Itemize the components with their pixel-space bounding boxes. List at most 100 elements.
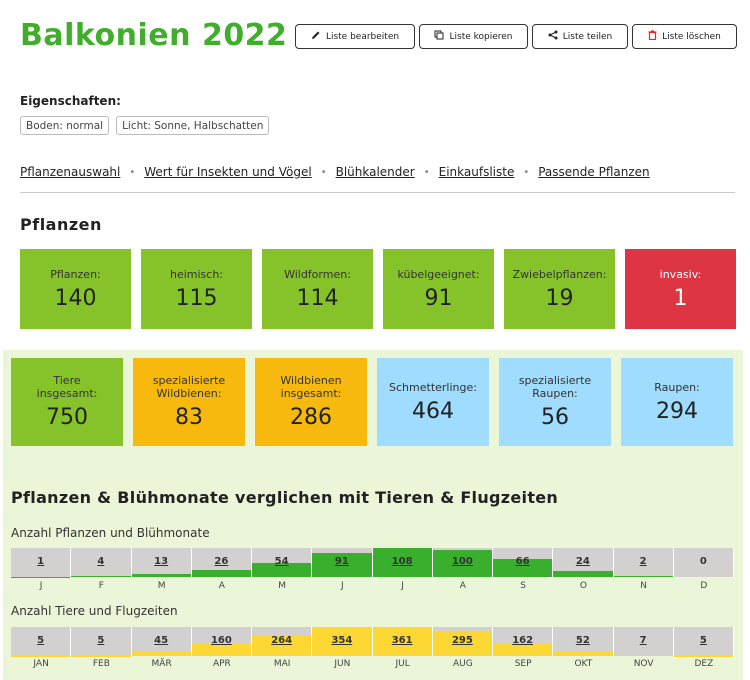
animals-bar[interactable]: 52	[553, 627, 614, 656]
animals-bar-value[interactable]: 5	[699, 635, 707, 646]
plants-bar-value[interactable]: 91	[334, 556, 349, 567]
animals-bar-value[interactable]: 264	[271, 635, 293, 646]
animals-bar[interactable]: 45	[131, 627, 192, 656]
share-list-label: Liste teilen	[562, 31, 613, 42]
light-chip: Licht: Sonne, Halbschatten	[116, 116, 270, 135]
container-suitable-tile[interactable]: kübelgeeignet: 91	[383, 249, 494, 329]
animals-month-label: SEP	[514, 659, 532, 669]
plants-bar[interactable]: 13	[131, 548, 192, 577]
plants-bar[interactable]: 108	[372, 548, 433, 577]
nav-link-value-insects-birds[interactable]: Wert für Insekten und Vögel	[144, 165, 312, 179]
native-tile[interactable]: heimisch: 115	[141, 249, 252, 329]
plants-bar-fill	[71, 575, 131, 577]
animals-bar[interactable]: 295	[432, 627, 493, 656]
nav-separator: •	[523, 166, 530, 178]
plants-month-label: M	[278, 581, 286, 591]
tile-label: Pflanzen:	[50, 267, 101, 281]
plants-bar[interactable]: 0	[673, 548, 734, 577]
animals-month-label: DEZ	[694, 659, 714, 669]
tile-value: 750	[46, 405, 88, 430]
copy-list-button[interactable]: Liste kopieren	[419, 24, 528, 49]
plants-bar[interactable]: 24	[553, 548, 614, 577]
delete-list-button[interactable]: Liste löschen	[632, 24, 737, 49]
edit-list-label: Liste bearbeiten	[325, 31, 400, 42]
bulb-plants-tile[interactable]: Zwiebelpflanzen: 19	[504, 249, 615, 329]
plants-total-tile[interactable]: Pflanzen: 140	[20, 249, 131, 329]
animals-bar[interactable]: 5	[11, 627, 72, 656]
animals-bar-value[interactable]: 162	[512, 635, 534, 646]
invasive-tile[interactable]: invasiv: 1	[625, 249, 736, 329]
plants-bar-value[interactable]: 24	[575, 556, 590, 567]
plants-bar-value[interactable]: 100	[451, 556, 473, 567]
copy-icon	[434, 30, 444, 43]
share-list-button[interactable]: Liste teilen	[532, 24, 628, 49]
plants-bar-value[interactable]: 13	[154, 556, 169, 567]
wild-bees-total-tile[interactable]: Wildbienen insgesamt: 286	[255, 358, 367, 446]
animals-bar-value[interactable]: 5	[37, 635, 45, 646]
animals-bar[interactable]: 354	[312, 627, 373, 656]
plants-month-label: J	[39, 581, 43, 591]
plants-bar[interactable]: 1	[11, 548, 72, 577]
animals-bar-value[interactable]: 295	[451, 635, 473, 646]
animals-month-label: MÄR	[151, 659, 172, 669]
animals-flight-bars: 5 5 45 160 264 354 361 295 162 52 7 5	[11, 627, 734, 656]
tile-label: kübelgeeignet:	[397, 267, 480, 281]
plants-bloom-bars: 1 4 13 26 54 91 108 100 66 24 2 0	[11, 548, 734, 577]
animals-bar[interactable]: 5	[71, 627, 132, 656]
plants-bar[interactable]: 54	[252, 548, 313, 577]
delete-list-label: Liste löschen	[662, 31, 721, 42]
animals-bar[interactable]: 7	[613, 627, 674, 656]
animals-total-tile[interactable]: Tiere insgesamt: 750	[11, 358, 123, 446]
animals-bar-value[interactable]: 361	[391, 635, 413, 646]
animals-bar-value[interactable]: 52	[575, 635, 590, 646]
plants-bar-value[interactable]: 108	[391, 556, 413, 567]
animals-bar-value[interactable]: 45	[154, 635, 169, 646]
animals-bar[interactable]: 264	[252, 627, 313, 656]
plants-bar-fill	[493, 559, 553, 577]
tile-label: Zwiebelpflanzen:	[512, 267, 607, 281]
tile-label: Wildformen:	[284, 267, 351, 281]
plants-bar[interactable]: 26	[191, 548, 252, 577]
plants-bar[interactable]: 4	[71, 548, 132, 577]
plants-bar-value[interactable]: 26	[214, 556, 229, 567]
plants-bar-value[interactable]: 1	[37, 556, 45, 567]
plants-bar-value[interactable]: 2	[639, 556, 647, 567]
animals-month-label: NOV	[633, 659, 654, 669]
plants-bar-value[interactable]: 54	[274, 556, 289, 567]
nav-link-shopping-list[interactable]: Einkaufsliste	[438, 165, 515, 179]
specialized-wild-bees-tile[interactable]: spezialisierte Wildbienen: 83	[133, 358, 245, 446]
animals-bar-value[interactable]: 354	[331, 635, 353, 646]
animals-month-labels: JAN FEB MÄR APR MAI JUN JUL AUG SEP OKT NOV DEZ	[11, 659, 734, 669]
animals-bar-value[interactable]: 7	[639, 635, 647, 646]
nav-link-plant-selection[interactable]: Pflanzenauswahl	[20, 165, 121, 179]
animals-bar-value[interactable]: 5	[97, 635, 105, 646]
animals-month-label: OKT	[574, 659, 593, 669]
plants-month-label: S	[520, 581, 526, 591]
plants-bar[interactable]: 100	[432, 548, 493, 577]
plants-bar[interactable]: 2	[613, 548, 674, 577]
plants-bar[interactable]: 66	[493, 548, 554, 577]
nav-link-bloom-calendar[interactable]: Blühkalender	[335, 165, 415, 179]
animals-bar-fill	[613, 655, 673, 656]
animals-bar-fill	[372, 627, 432, 656]
animals-bar-value[interactable]: 160	[210, 635, 232, 646]
nav-link-matching-plants[interactable]: Passende Pflanzen	[538, 165, 650, 179]
animals-bar[interactable]: 5	[673, 627, 734, 656]
animals-month-label: FEB	[92, 659, 110, 669]
specialized-caterpillars-tile[interactable]: spezialisierte Raupen: 56	[499, 358, 611, 446]
caterpillars-tile[interactable]: Raupen: 294	[621, 358, 733, 446]
section-nav: Pflanzenauswahl • Wert für Insekten und …	[20, 165, 650, 179]
animals-bar[interactable]: 162	[493, 627, 554, 656]
edit-list-button[interactable]: Liste bearbeiten	[295, 24, 415, 49]
plants-bar-value[interactable]: 4	[97, 556, 105, 567]
animals-bar[interactable]: 361	[372, 627, 433, 656]
plants-bar-value[interactable]: 66	[515, 556, 530, 567]
plants-bar-fill	[312, 552, 372, 577]
tile-label: spezialisierte Wildbienen:	[152, 374, 226, 400]
butterflies-tile[interactable]: Schmetterlinge: 464	[377, 358, 489, 446]
plants-bar[interactable]: 91	[312, 548, 373, 577]
animals-bar[interactable]: 160	[191, 627, 252, 656]
plants-bar-fill	[553, 570, 613, 577]
wild-forms-tile[interactable]: Wildformen: 114	[262, 249, 373, 329]
tile-value: 19	[545, 285, 574, 311]
